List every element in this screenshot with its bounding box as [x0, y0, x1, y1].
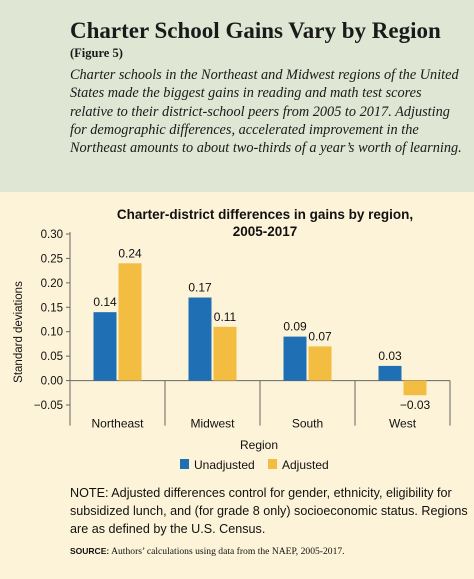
legend-swatch-adjusted — [268, 459, 277, 469]
data-label: 0.17 — [188, 281, 212, 295]
data-label: 0.14 — [93, 295, 117, 309]
y-tick-label: 0.00 — [41, 376, 63, 388]
x-axis: Northeast Midwest South West — [69, 380, 451, 431]
chart-title-line-1: Charter-district differences in gains by… — [117, 207, 413, 222]
legend-label-adjusted: Adjusted — [282, 458, 329, 472]
data-label: 0.09 — [283, 320, 307, 334]
y-tick-label: 0.10 — [41, 327, 63, 339]
y-tick-label: 0.05 — [41, 351, 63, 363]
figure-description: Charter schools in the Northeast and Mid… — [70, 67, 462, 157]
figure-number: (Figure 5) — [70, 46, 123, 60]
data-label: −0.03 — [400, 398, 431, 412]
bar-unadjusted-midwest — [188, 297, 212, 381]
data-label: 0.11 — [214, 310, 237, 324]
y-axis-label: Standard deviations — [13, 281, 25, 383]
bar-unadjusted-south — [283, 336, 307, 381]
y-tick-label: 0.25 — [41, 253, 63, 265]
source-label: SOURCE: — [70, 546, 110, 556]
category-label: West — [389, 417, 417, 431]
y-tick-label: 0.15 — [41, 302, 63, 314]
bar-adjusted-west — [403, 380, 427, 396]
category-label: Northeast — [91, 417, 144, 431]
y-axis: −0.05 0.00 0.05 0.10 0.15 0.20 0.25 0.30 — [34, 229, 71, 412]
category-label: South — [292, 417, 323, 431]
bar-chart: Charter-district differences in gains by… — [13, 207, 451, 472]
figure-source: SOURCE: Authors’ calculations using data… — [70, 546, 470, 557]
y-tick-label: −0.05 — [34, 400, 63, 412]
legend-label-unadjusted: Unadjusted — [194, 458, 255, 472]
data-label: 0.24 — [118, 246, 142, 260]
figure-title: Charter School Gains Vary by Region — [70, 18, 441, 43]
source-text: Authors’ calculations using data from th… — [111, 546, 345, 557]
x-axis-label: Region — [240, 438, 278, 452]
figure-header: Charter School Gains Vary by Region (Fig… — [0, 0, 474, 192]
bar-adjusted-northeast — [118, 263, 142, 381]
chart-title-line-2: 2005-2017 — [233, 224, 298, 239]
bar-unadjusted-northeast — [93, 312, 117, 381]
figure-note: NOTE: Adjusted differences control for g… — [70, 486, 468, 536]
legend: Unadjusted Adjusted — [180, 458, 329, 472]
data-label: 0.03 — [378, 349, 402, 363]
y-tick-label: 0.30 — [41, 229, 63, 241]
y-tick-label: 0.20 — [41, 278, 63, 290]
data-label: 0.07 — [308, 329, 332, 343]
legend-swatch-unadjusted — [180, 459, 189, 469]
bar-adjusted-south — [308, 346, 332, 381]
category-label: Midwest — [190, 417, 235, 431]
bars: 0.14 0.24 0.17 0.11 0.090.07 0.03 −0.03 — [93, 246, 430, 412]
bar-adjusted-midwest — [213, 326, 237, 381]
bar-unadjusted-west — [378, 365, 402, 381]
